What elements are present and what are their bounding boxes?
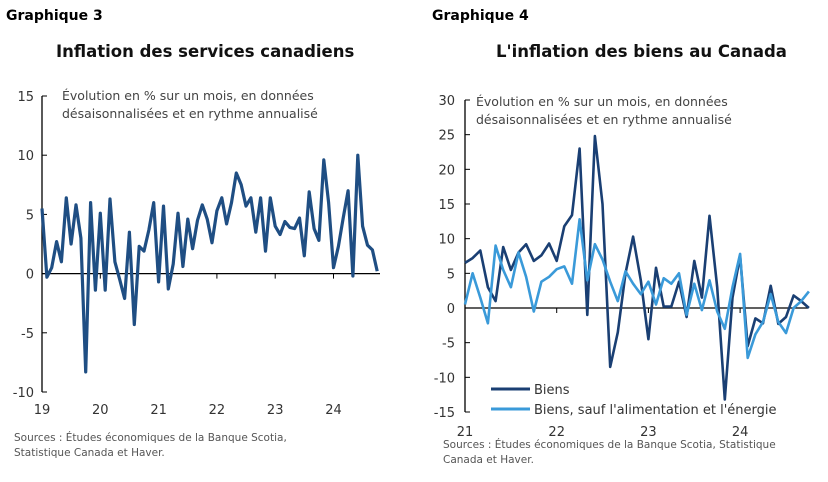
series-line-1 (464, 134, 810, 401)
y-tick-label: 0 (447, 302, 455, 317)
y-tick-label: -10 (13, 386, 34, 401)
legend-label: Biens, sauf l'alimentation et l'énergie (534, 403, 777, 418)
annotation-4: Évolution en % sur un mois, en données dé… (476, 94, 732, 127)
y-tick-label: -5 (442, 337, 455, 352)
series-line-1 (40, 153, 379, 374)
y-tick-label: 5 (26, 208, 34, 223)
y-tick-label: 0 (26, 268, 34, 283)
sources-4: Sources : Études économiques de la Banqu… (443, 439, 776, 466)
x-tick-label: 19 (34, 403, 51, 418)
x-tick-label: 21 (457, 425, 474, 440)
x-tick-label: 20 (92, 403, 109, 418)
y-tick-label: -5 (21, 327, 34, 342)
y-tick-label: 25 (438, 129, 455, 144)
legend-label: Biens (534, 383, 570, 398)
chart-title-4: L'inflation des biens au Canada (496, 42, 787, 61)
y-tick-label: -10 (434, 371, 455, 386)
y-tick-label: 5 (447, 267, 455, 282)
y-tick-label: -15 (434, 406, 455, 421)
series-line-2 (463, 218, 810, 360)
x-tick-label: 22 (209, 403, 226, 418)
x-tick-label: 23 (267, 403, 284, 418)
y-tick-label: 15 (17, 90, 34, 105)
chart-label-4: Graphique 4 (432, 8, 529, 24)
y-tick-label: 10 (438, 233, 455, 248)
y-tick-label: 15 (438, 198, 455, 213)
annotation-3: Évolution en % sur un mois, en données dé… (62, 88, 318, 121)
x-tick-label: 22 (548, 425, 565, 440)
sources-3: Sources : Études économiques de la Banqu… (14, 432, 287, 459)
y-tick-label: 30 (438, 94, 455, 109)
y-tick-label: 10 (17, 149, 34, 164)
chart-label-3: Graphique 3 (6, 8, 103, 24)
x-tick-label: 24 (732, 425, 749, 440)
y-tick-label: 20 (438, 163, 455, 178)
x-tick-label: 21 (150, 403, 167, 418)
x-tick-label: 24 (325, 403, 342, 418)
x-tick-label: 23 (640, 425, 657, 440)
chart-title-3: Inflation des services canadiens (56, 42, 355, 61)
